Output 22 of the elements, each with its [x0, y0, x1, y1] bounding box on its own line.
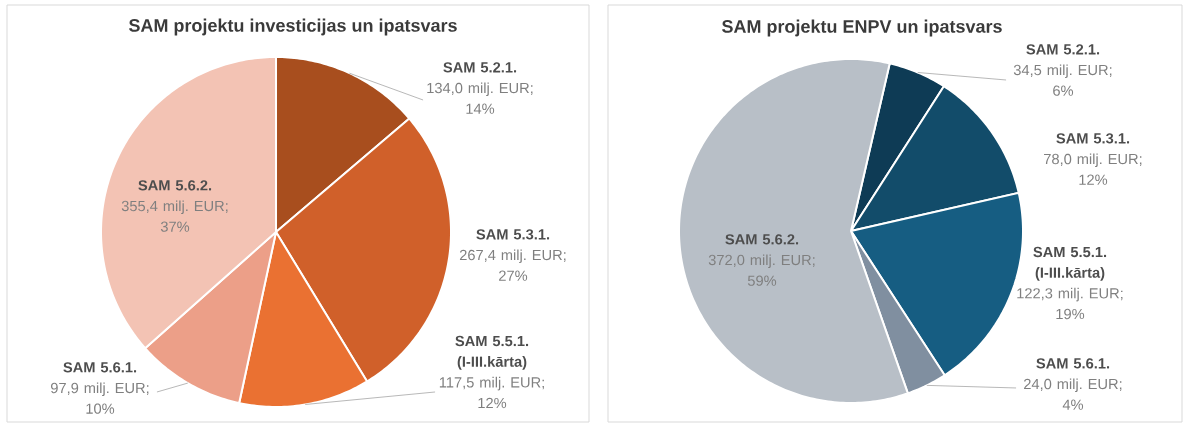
slice-label: SAM 5.6.1.: [63, 362, 137, 373]
slice-label: SAM 5.2.1.: [1026, 44, 1100, 55]
data-label: 355,4 milj. EUR; 37%: [121, 200, 228, 232]
slice-label: SAM 5.2.1.: [443, 62, 517, 73]
data-label: 372,0 milj. EUR; 59%: [708, 254, 815, 286]
data-label: 117,5 milj. EUR; 12%: [439, 376, 544, 409]
data-label: 78,0 milj. EUR; 12%: [1044, 153, 1142, 185]
slice-label: SAM 5.6.1.: [1036, 358, 1110, 369]
data-label: 267,4 milj. EUR; 27%: [459, 249, 566, 281]
data-label: 24,0 milj. EUR; 4%: [1024, 378, 1122, 410]
slice-label: SAM 5.3.1.: [476, 229, 550, 240]
data-label: 97,9 milj. EUR; 10%: [50, 382, 149, 414]
slice-label: SAM 5.6.2.: [138, 180, 212, 191]
chart-title: SAM projektu ENPV un ipatsvars: [722, 19, 1002, 37]
slice-label: SAM 5.5.1. (I-III.kārta): [1033, 246, 1107, 281]
data-label: 122,3 milj. EUR; 19%: [1017, 287, 1123, 320]
slice-label: SAM 5.3.1.: [1056, 133, 1130, 144]
slice-label: SAM 5.5.1. (I-III.kārta): [455, 335, 529, 370]
data-label: 134,0 milj. EUR; 14%: [427, 82, 533, 114]
slice-label: SAM 5.6.2.: [725, 234, 799, 245]
data-label: 34,5 milj. EUR; 6%: [1013, 64, 1112, 96]
chart-title: SAM projektu investicijas un ipatsvars: [128, 18, 457, 36]
